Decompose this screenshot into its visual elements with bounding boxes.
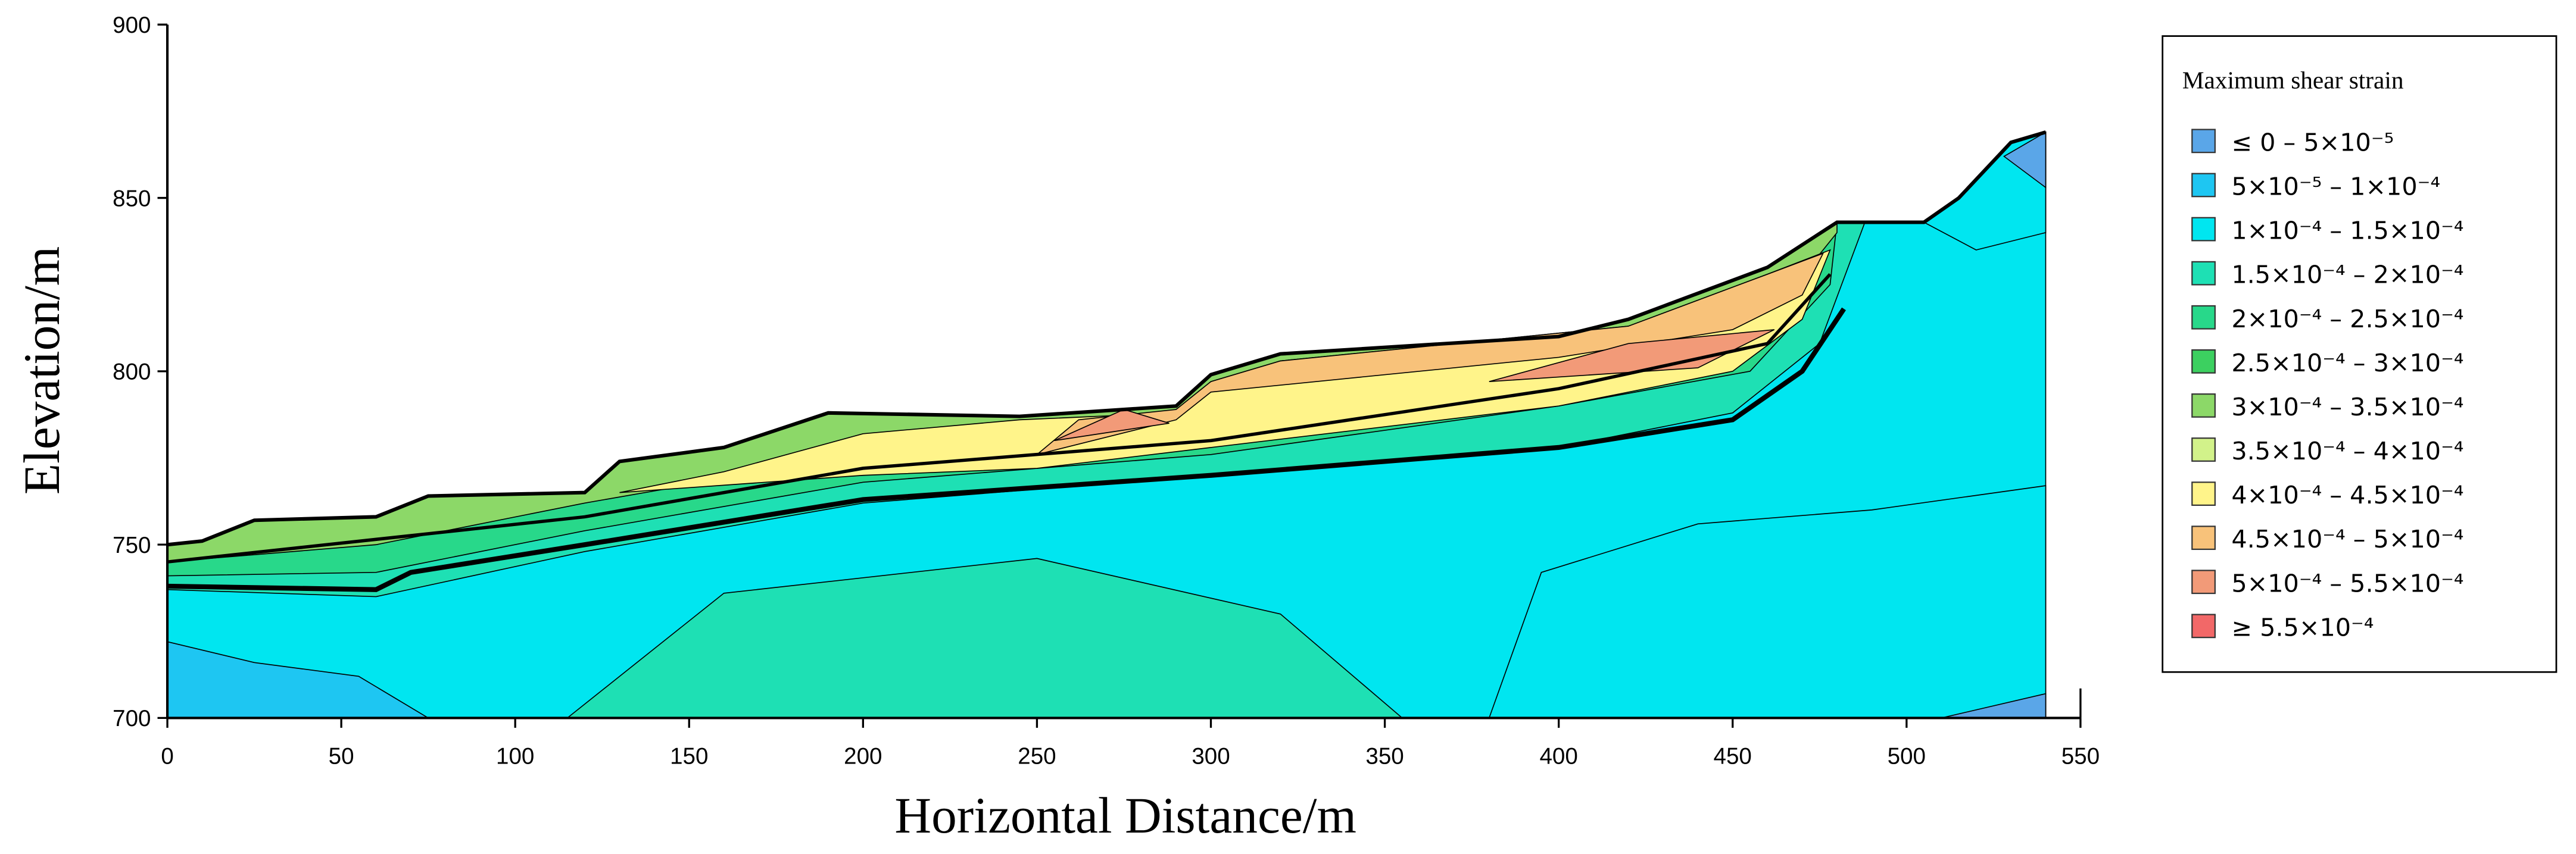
legend-swatch [2191,349,2216,374]
legend-label: 3×10⁻⁴ – 3.5×10⁻⁴ [2231,393,2463,421]
x-tick-label: 250 [1018,744,1056,769]
legend-swatch [2191,525,2216,550]
y-tick-label: 750 [113,533,151,558]
y-tick-label: 800 [113,359,151,385]
legend-label: 1.5×10⁻⁴ – 2×10⁻⁴ [2231,261,2463,289]
bedrock-line [167,307,1846,592]
legend-swatch [2191,217,2216,242]
x-tick-label: 300 [1192,744,1230,769]
x-tick-label: 550 [2062,744,2100,769]
y-tick-label: 850 [113,186,151,211]
contour-region [1036,252,1825,455]
x-tick-label: 0 [161,744,173,769]
legend-label: 5×10⁻⁵ – 1×10⁻⁴ [2231,172,2440,201]
legend-swatch [2191,570,2216,595]
legend-swatch [2191,129,2216,154]
x-tick-label: 50 [329,744,354,769]
legend-label: ≥ 5.5×10⁻⁴ [2231,613,2374,642]
legend-swatch [2191,305,2216,330]
legend-label: 2×10⁻⁴ – 2.5×10⁻⁴ [2231,305,2463,333]
legend-box [2162,35,2558,673]
legend-swatch [2191,261,2216,286]
legend-label: 4.5×10⁻⁴ – 5×10⁻⁴ [2231,525,2463,553]
ground-surface [167,130,2047,547]
y-tick-label: 700 [113,706,151,731]
legend-swatch [2191,437,2216,462]
legend-label: 4×10⁻⁴ – 4.5×10⁻⁴ [2231,481,2463,509]
layer-line [167,273,1832,564]
x-tick-label: 200 [844,744,882,769]
legend-label: ≤ 0 – 5×10⁻⁵ [2231,128,2394,157]
legend-label: 5×10⁻⁴ – 5.5×10⁻⁴ [2231,569,2463,598]
legend-label: 2.5×10⁻⁴ – 3×10⁻⁴ [2231,349,2463,377]
legend-swatch [2191,614,2216,639]
legend-label: 3.5×10⁻⁴ – 4×10⁻⁴ [2231,437,2463,465]
x-tick-label: 350 [1365,744,1404,769]
legend-swatch [2191,481,2216,506]
legend-swatch [2191,173,2216,198]
x-tick-label: 150 [670,744,708,769]
x-tick-label: 100 [496,744,534,769]
legend-label: 1×10⁻⁴ – 1.5×10⁻⁴ [2231,217,2463,245]
x-axis-title: Horizontal Distance/m [894,788,1356,844]
x-tick-label: 450 [1714,744,1752,769]
contour-region [2003,131,2047,189]
legend-swatch [2191,393,2216,418]
y-axis-title: Elevation/m [14,246,70,495]
legend-title: Maximum shear strain [2182,67,2404,94]
y-tick-label: 900 [113,12,151,38]
contour-region [1054,409,1170,442]
x-tick-label: 500 [1888,744,1926,769]
x-tick-label: 400 [1539,744,1577,769]
